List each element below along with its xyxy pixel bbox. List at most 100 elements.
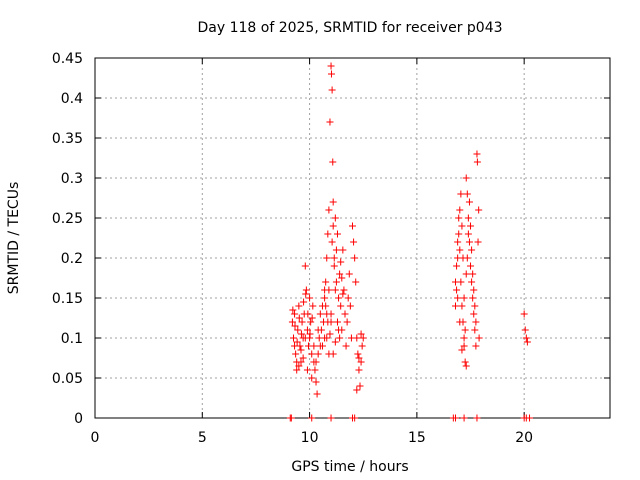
y-tick-label: 0.2 bbox=[61, 251, 83, 267]
data-point bbox=[329, 158, 337, 166]
data-point bbox=[465, 238, 473, 246]
data-point bbox=[461, 326, 469, 334]
data-point bbox=[299, 354, 307, 362]
data-point bbox=[332, 278, 340, 286]
data-point bbox=[323, 310, 331, 318]
data-point bbox=[308, 314, 316, 322]
data-point bbox=[316, 342, 324, 350]
data-point bbox=[475, 334, 483, 342]
data-point bbox=[306, 294, 314, 302]
data-point bbox=[351, 414, 359, 422]
data-point bbox=[321, 334, 329, 342]
data-point bbox=[327, 70, 335, 78]
data-point bbox=[337, 258, 345, 266]
chart-title: Day 118 of 2025, SRMTID for receiver p04… bbox=[197, 20, 502, 36]
data-point bbox=[326, 118, 334, 126]
data-point bbox=[458, 302, 466, 310]
data-point bbox=[308, 374, 316, 382]
data-point bbox=[293, 338, 301, 346]
data-point bbox=[454, 238, 462, 246]
data-point bbox=[328, 86, 336, 94]
data-point bbox=[330, 262, 338, 270]
data-point bbox=[461, 358, 469, 366]
data-point bbox=[303, 326, 311, 334]
data-point bbox=[460, 342, 468, 350]
data-point bbox=[463, 190, 471, 198]
x-tick-label: 5 bbox=[198, 430, 207, 446]
data-point bbox=[342, 342, 350, 350]
data-point bbox=[301, 262, 309, 270]
data-point bbox=[318, 302, 326, 310]
y-tick-label: 0 bbox=[74, 411, 83, 427]
x-axis-label: GPS time / hours bbox=[291, 459, 408, 475]
data-point bbox=[302, 286, 310, 294]
data-point bbox=[355, 354, 363, 362]
data-point bbox=[331, 286, 339, 294]
data-point bbox=[453, 286, 461, 294]
data-point bbox=[475, 206, 483, 214]
data-point bbox=[469, 270, 477, 278]
data-point bbox=[293, 366, 301, 374]
data-point bbox=[460, 294, 468, 302]
data-point bbox=[357, 358, 365, 366]
data-point bbox=[470, 310, 478, 318]
data-point bbox=[309, 302, 317, 310]
data-point bbox=[335, 326, 343, 334]
data-point bbox=[312, 378, 320, 386]
data-point bbox=[353, 334, 361, 342]
data-point bbox=[472, 318, 480, 326]
data-point bbox=[472, 342, 480, 350]
data-point bbox=[458, 346, 466, 354]
data-point bbox=[330, 254, 338, 262]
y-tick-label: 0.35 bbox=[52, 131, 83, 147]
data-point bbox=[333, 318, 341, 326]
data-point bbox=[341, 310, 349, 318]
data-point bbox=[469, 294, 477, 302]
data-point bbox=[354, 350, 362, 358]
x-tick-label: 20 bbox=[515, 430, 533, 446]
data-point bbox=[462, 362, 470, 370]
data-point bbox=[293, 358, 301, 366]
y-tick-label: 0.3 bbox=[61, 171, 83, 187]
data-point bbox=[291, 322, 299, 330]
data-point bbox=[322, 278, 330, 286]
data-point bbox=[294, 326, 302, 334]
data-point bbox=[467, 262, 475, 270]
data-point bbox=[339, 290, 347, 298]
data-point bbox=[349, 222, 356, 230]
data-point bbox=[324, 230, 332, 238]
data-point bbox=[298, 318, 306, 326]
data-point bbox=[326, 330, 334, 338]
data-point bbox=[456, 318, 464, 326]
data-point bbox=[327, 414, 335, 422]
data-point bbox=[289, 306, 297, 314]
data-point bbox=[297, 346, 305, 354]
data-points bbox=[286, 62, 534, 422]
data-point bbox=[458, 222, 466, 230]
data-point bbox=[358, 342, 366, 350]
data-point bbox=[465, 198, 473, 206]
data-point bbox=[356, 382, 364, 390]
data-point bbox=[321, 294, 329, 302]
data-point bbox=[467, 222, 475, 230]
data-point bbox=[316, 310, 324, 318]
data-point bbox=[327, 318, 335, 326]
data-point bbox=[287, 414, 295, 422]
data-point bbox=[288, 318, 296, 326]
data-point bbox=[359, 334, 367, 342]
data-point bbox=[312, 358, 320, 366]
data-point bbox=[470, 286, 478, 294]
y-tick-label: 0.05 bbox=[52, 371, 83, 387]
tick-labels: 0 5 10 15 20 0 0.05 0.1 0.15 0.2 0.25 0.3 0.35 0.4 0.4… bbox=[52, 51, 533, 446]
data-point bbox=[452, 414, 459, 422]
data-point bbox=[306, 330, 314, 338]
data-point bbox=[457, 278, 465, 286]
x-tick-label: 10 bbox=[301, 430, 319, 446]
data-point bbox=[346, 302, 354, 310]
data-point bbox=[521, 326, 529, 334]
data-point bbox=[300, 298, 308, 306]
data-point bbox=[462, 174, 470, 182]
data-point bbox=[332, 246, 340, 254]
